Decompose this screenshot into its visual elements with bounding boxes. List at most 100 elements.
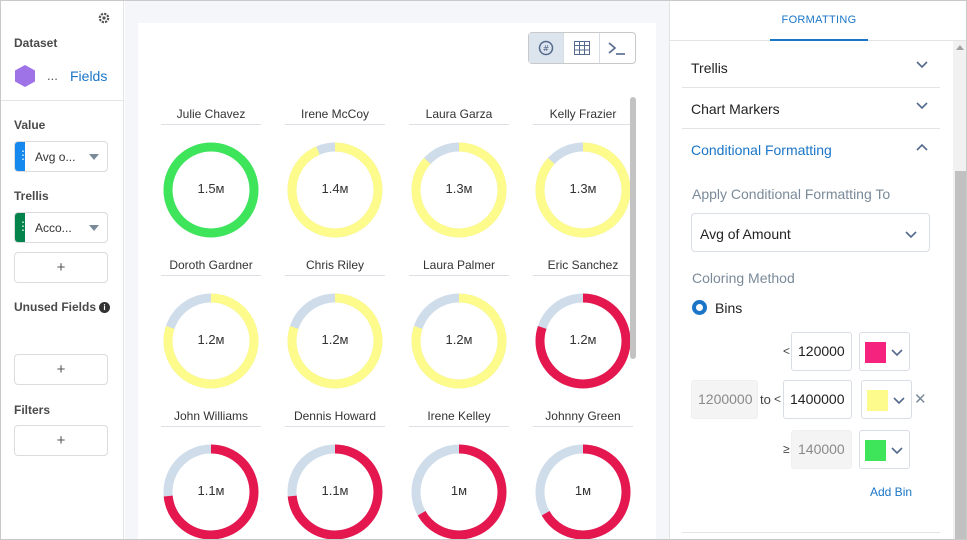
bin-1-threshold-input[interactable]: 120000 [791,332,852,371]
donut-value-arc[interactable] [535,142,631,238]
donut-value-arc[interactable] [287,142,383,238]
section-chart-markers[interactable]: Chart Markers [682,88,940,129]
value-label: Value [14,118,46,132]
trellis-drag-handle[interactable] [15,213,29,242]
unused-fields-text: Unused Fields [14,300,97,314]
section-trellis-label: Trellis [691,60,728,76]
divider [1,100,124,101]
filters-label: Filters [14,403,51,417]
view-toolbar: # [528,32,636,64]
bin-1-operator: < [783,344,791,358]
bin-2-color-picker[interactable] [861,380,912,419]
donut-value-arc[interactable] [535,444,631,539]
divider [682,532,940,533]
value-drag-handle[interactable] [15,142,29,171]
fields-link[interactable]: Fields [70,68,108,84]
donut-value-label: 1.1м [197,483,225,498]
bin-1-color-swatch [865,342,886,363]
scroll-up-arrow-icon[interactable] [956,45,964,50]
donut-chart [163,444,259,539]
donut-value-arc[interactable] [535,293,631,389]
donut-chart [287,293,383,389]
donut-chart [535,293,631,389]
donut-value-arc[interactable] [411,142,507,238]
donut-value-arc[interactable] [411,444,507,539]
section-trellis[interactable]: Trellis [682,47,940,88]
add-unused-field-button[interactable]: + [14,354,108,385]
apply-to-select[interactable]: Avg of Amount [691,213,930,252]
table-view-button[interactable] [564,33,600,63]
donut-value-label: 1.2м [569,332,597,347]
trellis-cell-title: Julie Chavez [161,107,261,125]
panel-scrollbar-thumb[interactable] [955,171,966,539]
trellis-cell-title: Irene Kelley [409,409,509,427]
trellis-cell-title: Chris Riley [285,258,385,276]
bin-1-color-picker[interactable] [859,332,910,371]
trellis-cell-title: Laura Palmer [409,258,509,276]
console-icon [608,42,626,55]
panel-tab-header: FORMATTING [670,1,966,41]
svg-text:#: # [543,44,550,53]
fields-panel: Dataset ... Fields Value Avg o... Trelli… [1,1,124,539]
dataset-row: ... Fields [14,64,114,88]
chevron-down-icon [916,102,928,110]
add-bin-link[interactable]: Add Bin [870,485,913,499]
donut-value-label: 1.2м [321,332,349,347]
donut-chart [287,142,383,238]
value-field-pill[interactable]: Avg o... [14,141,108,172]
remove-bin-close-icon[interactable]: ✕ [914,391,927,408]
section-conditional-formatting[interactable]: Conditional Formatting [682,129,940,170]
trellis-cell-title: John Williams [161,409,261,427]
bin-3-operator: ≥ [783,442,790,456]
trellis-cell-title: Laura Garza [409,107,509,125]
trellis-cell-title: Johnny Green [533,409,633,427]
donut-value-label: 1.1м [321,483,349,498]
dataset-name-ellipsis[interactable]: ... [47,68,58,83]
chart-view-button[interactable]: # [529,33,565,63]
bins-radio[interactable] [692,300,707,315]
donut-chart [163,142,259,238]
bin-3-color-picker[interactable] [859,430,910,469]
dataset-hexagon-icon [15,65,35,87]
chart-area: # Julie Chavez 1.5м Irene McCoy 1.4м Laura G… [125,1,669,539]
info-icon[interactable]: i [99,302,111,313]
settings-gear-icon[interactable] [97,11,111,25]
section-chart-markers-label: Chart Markers [691,101,780,117]
donut-chart [411,444,507,539]
donut-value-arc[interactable] [287,293,383,389]
donut-value-arc[interactable] [163,444,259,539]
bin-2-operator: < [774,392,782,406]
trellis-field-text: Acco... [35,221,72,235]
chart-icon: # [538,40,554,56]
chevron-down-icon [916,61,928,69]
donut-value-arc[interactable] [287,444,383,539]
donut-value-arc[interactable] [163,142,259,238]
apply-to-label: Apply Conditional Formatting To [692,186,891,202]
donut-value-label: 1м [450,483,468,498]
bin-2-from-value: 1200000 [691,380,758,419]
chevron-down-icon[interactable] [89,225,99,231]
chevron-down-icon[interactable] [89,154,99,160]
add-trellis-button[interactable]: + [14,252,108,283]
trellis-cell-title: Kelly Frazier [533,107,633,125]
donut-value-label: 1.3м [569,181,597,196]
bin-2-to-label: to [760,392,771,407]
tab-formatting[interactable]: FORMATTING [770,1,868,41]
bin-2-threshold-input[interactable]: 1400000 [783,380,852,419]
console-view-button[interactable] [600,33,635,63]
donut-value-label: 1м [574,483,592,498]
chart-scrollbar[interactable] [630,97,636,359]
chevron-down-icon [893,397,905,405]
donut-value-arc[interactable] [163,293,259,389]
add-filter-button[interactable]: + [14,425,108,456]
chevron-up-icon [916,143,928,151]
donut-value-label: 1.2м [445,332,473,347]
chart-canvas: # Julie Chavez 1.5м Irene McCoy 1.4м Laura G… [138,23,656,539]
trellis-field-pill[interactable]: Acco... [14,212,108,243]
donut-chart [287,444,383,539]
donut-value-label: 1.4м [321,181,349,196]
donut-chart [411,293,507,389]
donut-value-arc[interactable] [411,293,507,389]
apply-to-value: Avg of Amount [700,226,791,242]
